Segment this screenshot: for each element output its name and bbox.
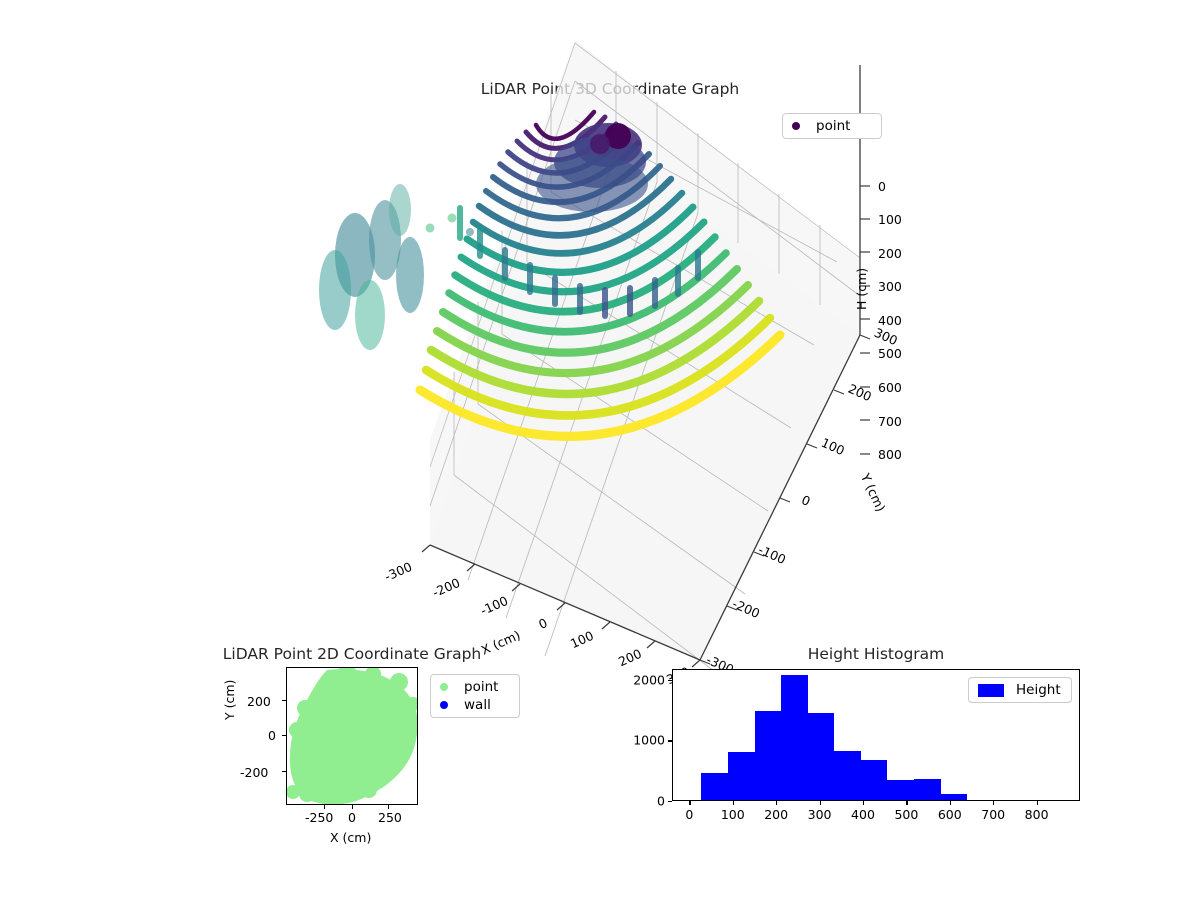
histogram-x-tickmark — [689, 801, 691, 805]
histogram-x-tickmark — [1036, 801, 1038, 805]
lidar-3d-axes: LiDAR Point 3D Coordinate Graph — [300, 40, 920, 687]
plot2d-x-tick-label: 250 — [378, 810, 402, 825]
z-tick-label: 200 — [878, 246, 902, 261]
histogram-bar — [834, 750, 861, 800]
legend-item-height: Height — [969, 681, 1071, 699]
histogram-x-tickmark — [732, 801, 734, 805]
histogram-bar — [913, 779, 941, 800]
histogram-bar — [781, 674, 808, 800]
histogram-y-tickmark — [668, 679, 672, 682]
histogram-x-tick-label: 600 — [937, 807, 962, 822]
histogram-x-tickmark — [776, 801, 778, 805]
histogram-x-tick-label: 0 — [685, 807, 694, 822]
legend-label: point — [464, 679, 499, 695]
histogram-bar — [727, 752, 755, 800]
histogram-x-tickmark — [949, 801, 951, 805]
plot2d-y-tick-label: 200 — [247, 694, 271, 709]
plot2d-title: LiDAR Point 2D Coordinate Graph — [222, 645, 482, 663]
histogram-bar — [860, 760, 888, 800]
histogram-y-tick-label: 0 — [657, 793, 665, 809]
z-tick-label: 300 — [878, 279, 902, 294]
lidar-point-cloud — [319, 109, 785, 441]
x-tickmark — [324, 805, 326, 809]
legend-item-point: point — [431, 678, 519, 696]
histogram-x-tick-label: 500 — [894, 807, 919, 822]
legend-label: wall — [464, 697, 491, 713]
plot2d-y-tick-label: -200 — [240, 765, 269, 780]
z-tick-label: 500 — [878, 346, 902, 361]
histogram-x-tickmark — [819, 801, 821, 805]
wall-marker-icon — [440, 701, 448, 709]
x-tickmark — [352, 805, 354, 809]
plot3d-canvas — [319, 40, 871, 678]
histogram-x-tickmark — [906, 801, 908, 805]
height-histogram-axes — [672, 669, 1080, 801]
histogram-bar — [701, 773, 728, 800]
histogram-x-tick-label: 800 — [1024, 807, 1049, 822]
plot2d-canvas — [287, 668, 417, 804]
z-tick-label: 600 — [878, 380, 902, 395]
z-tick-label: 800 — [878, 447, 902, 462]
histogram-y-tickmark — [668, 801, 672, 803]
plot2d-legend[interactable]: point wall — [430, 674, 520, 718]
histogram-y-tick-label: 1000 — [633, 732, 665, 748]
histogram-x-tick-label: 700 — [981, 807, 1006, 822]
plot2d-y-axis-label: Y (cm) — [222, 679, 237, 720]
histogram-bar — [754, 711, 782, 800]
legend-item-point: point — [783, 117, 881, 135]
plot2d-x-tick-label: 0 — [348, 810, 356, 825]
plot2d-x-tick-label: -250 — [305, 810, 334, 825]
histogram-y-tickmark — [668, 740, 672, 742]
plot2d-x-axis-label: X (cm) — [330, 830, 372, 845]
plot2d-y-tick-label: 0 — [268, 728, 276, 743]
legend-label: Height — [1016, 682, 1061, 698]
legend-label: point — [816, 118, 851, 134]
z-tick-label: 400 — [878, 313, 902, 328]
histogram-bar — [940, 794, 968, 800]
histogram-x-tick-label: 300 — [807, 807, 832, 822]
legend-item-wall: wall — [431, 696, 519, 714]
point-marker-icon — [792, 122, 800, 130]
y-tickmark — [282, 771, 286, 773]
histogram-bars — [673, 670, 1079, 800]
histogram-bar — [807, 712, 835, 800]
height-patch-icon — [978, 683, 1004, 697]
histogram-x-tick-label: 200 — [764, 807, 789, 822]
y-tickmark — [282, 735, 286, 737]
z-tick-label: 700 — [878, 414, 902, 429]
x-tickmark — [388, 805, 390, 809]
y-tickmark — [282, 700, 286, 702]
histogram-x-tick-label: 100 — [720, 807, 745, 822]
z-axis-label: H (cm) — [854, 267, 869, 310]
histogram-x-tickmark — [993, 801, 995, 805]
z-tick-label: 100 — [878, 212, 902, 227]
histogram-y-tick-label: 2000 — [633, 672, 665, 688]
histogram-legend[interactable]: Height — [968, 677, 1072, 703]
histogram-title: Height Histogram — [807, 645, 945, 663]
point-marker-icon — [440, 683, 448, 691]
histogram-bar — [887, 780, 914, 800]
histogram-x-tickmark — [862, 801, 865, 805]
histogram-x-tick-label: 400 — [851, 807, 875, 822]
lidar-2d-axes — [286, 667, 418, 805]
plot3d-legend[interactable]: point — [782, 113, 882, 139]
z-tick-label: 0 — [878, 179, 886, 194]
